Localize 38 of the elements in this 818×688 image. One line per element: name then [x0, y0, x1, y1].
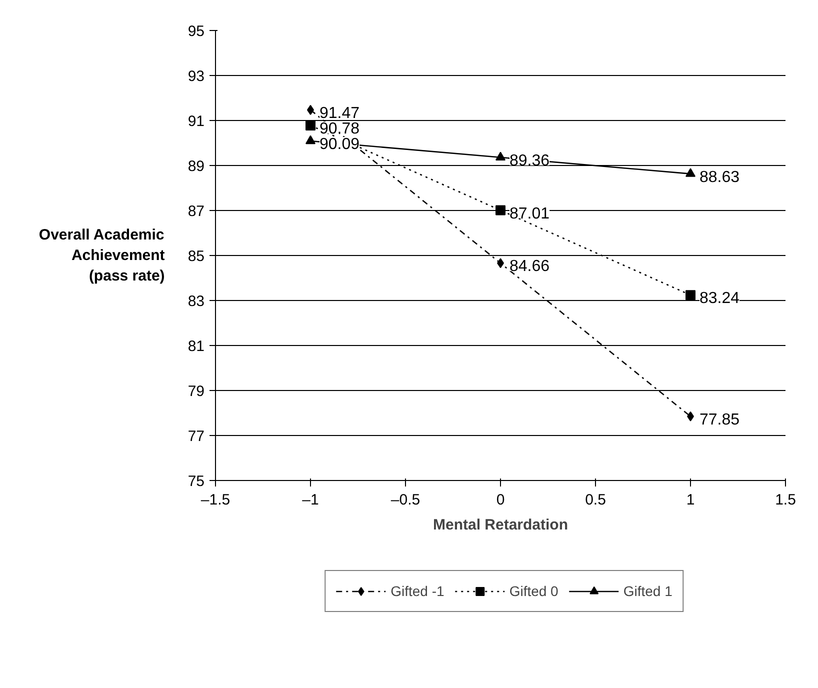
y-axis-title: Overall Academic Achievement (pass rate): [38, 226, 165, 284]
legend-label: Gifted 1: [623, 583, 672, 599]
data-label: 88.63: [700, 168, 740, 186]
y-tick-label: 87: [188, 203, 205, 220]
data-label: 84.66: [510, 258, 550, 276]
point: [496, 152, 506, 160]
y-tick-label: 83: [188, 293, 205, 310]
x-axis-title: Mental Retardation: [432, 516, 568, 534]
data-label: 90.09: [320, 136, 360, 153]
x-tick-label: –1.5: [200, 492, 230, 508]
data-label: 83.24: [700, 290, 740, 308]
x-tick-label: 1.5: [775, 492, 796, 508]
x-tick-label: 0: [496, 492, 505, 508]
data-label: 90.78: [320, 120, 360, 138]
y-tick-label: 85: [188, 248, 205, 265]
point: [496, 205, 506, 216]
y-tick-label: 79: [188, 383, 205, 400]
y-tick-label: 77: [188, 428, 205, 445]
x-tick-label: 1: [686, 492, 695, 508]
legend-label: Gifted 0: [509, 583, 558, 599]
y-tick-label: 93: [188, 68, 205, 85]
point: [306, 120, 316, 130]
x-tick-label: 0.5: [585, 492, 606, 508]
y-tick-label: 95: [188, 23, 205, 40]
y-tick-label: 91: [188, 113, 205, 130]
x-tick-label: –0.5: [390, 492, 420, 508]
y-tick-label: 75: [188, 473, 205, 490]
y-tick-label: 89: [188, 158, 205, 175]
x-tick-label: –1: [302, 492, 319, 508]
data-label: 77.85: [700, 411, 740, 428]
point: [686, 290, 696, 300]
data-label: 91.47: [320, 104, 360, 122]
legend-label: Gifted -1: [390, 583, 444, 599]
point: [306, 135, 316, 144]
point: [686, 168, 696, 177]
y-tick-label: 81: [188, 338, 205, 355]
data-label: 87.01: [510, 205, 550, 222]
data-label: 89.36: [510, 152, 550, 170]
